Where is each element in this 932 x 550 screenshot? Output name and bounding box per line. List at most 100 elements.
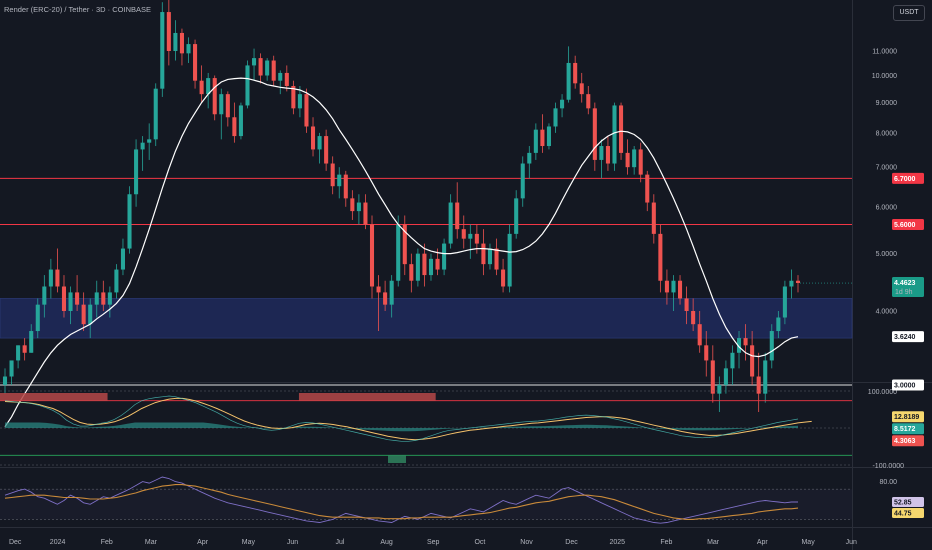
candle-body	[324, 136, 329, 164]
candle-body	[527, 152, 532, 164]
candle-body	[678, 280, 683, 299]
candle-body	[140, 142, 145, 150]
candle-body	[278, 72, 283, 81]
x-tick-label: Feb	[660, 539, 672, 546]
last-price-bg	[892, 277, 924, 298]
osc-signal-line	[4, 484, 799, 520]
x-tick-label: May	[801, 539, 815, 546]
rsi-value-tag-bg	[892, 411, 924, 423]
overbought-block	[298, 393, 436, 401]
candle-body	[383, 292, 388, 305]
rsi-fill	[5, 422, 798, 432]
candle-body	[415, 253, 420, 281]
x-tick-label: Apr	[757, 539, 769, 546]
candle-body	[396, 224, 401, 281]
candle-body	[468, 233, 473, 239]
candle-body	[442, 243, 447, 270]
moving-average	[4, 77, 799, 428]
x-tick-label: Aug	[380, 539, 393, 546]
candle-body	[193, 44, 198, 81]
x-tick-label: Jun	[846, 539, 857, 546]
candle-body	[48, 269, 53, 287]
candle-body	[566, 62, 571, 100]
candle-body	[671, 280, 676, 293]
candle-body	[219, 94, 224, 115]
candle-body	[474, 233, 479, 244]
candle-body	[428, 258, 434, 276]
osc-value-tag-bg	[892, 497, 924, 508]
candle-body	[107, 292, 112, 305]
y-tick-label: 8.0000	[876, 130, 898, 137]
candle-body	[179, 32, 184, 54]
axes: 11.0000 10.0000 9.0000 8.0000 7.0000 6.0000 5.…	[9, 49, 904, 547]
y-tick-label: 11.0000	[872, 49, 897, 56]
osc-signal-tag-bg	[892, 508, 924, 519]
x-tick-label: Nov	[520, 539, 533, 546]
candle-body	[501, 269, 506, 287]
resistance-tag-2-bg	[892, 219, 924, 231]
candle-body	[232, 117, 237, 137]
osc-value-tag: 52.85	[894, 500, 912, 507]
ma-value-tag-bg	[892, 331, 924, 343]
candle-body	[409, 264, 414, 281]
candle-body	[114, 269, 119, 293]
candle-body	[514, 198, 519, 234]
candle-body	[310, 126, 316, 150]
candle-body	[199, 80, 204, 95]
candle-body	[619, 105, 624, 153]
candle-body	[22, 345, 27, 353]
candle-body	[586, 94, 591, 109]
candle-body	[769, 331, 774, 361]
candle-body	[782, 286, 787, 318]
x-tick-label: Apr	[197, 539, 209, 546]
x-tick-label: Mar	[145, 539, 158, 546]
x-tick-label: Dec	[9, 539, 22, 546]
candle-body	[612, 105, 617, 164]
zones	[0, 177, 853, 386]
candle-body	[750, 345, 755, 377]
candle-body	[42, 286, 47, 305]
candle-body	[238, 105, 243, 137]
candle-body	[553, 108, 558, 127]
x-tick-label: Jun	[287, 539, 298, 546]
candle-body	[258, 58, 263, 76]
rsi-panel	[0, 390, 852, 466]
candle-body	[743, 338, 748, 346]
candle-body	[520, 163, 525, 199]
candle-body	[540, 129, 545, 147]
y-tick-label: 10.0000	[872, 73, 897, 80]
candle-body	[186, 44, 191, 54]
rsi-signal-tag: 4.3063	[894, 438, 916, 445]
chart-title: Render (ERC-20) / Tether · 3D · COINBASE	[4, 5, 151, 14]
support-tag-bg	[892, 379, 924, 391]
candle-body	[363, 202, 368, 225]
candle-body	[402, 224, 407, 265]
resistance-tag-1: 6.7000	[894, 176, 916, 183]
candle-body	[212, 78, 217, 115]
candle-body	[736, 338, 742, 353]
candle-body	[369, 224, 375, 287]
rsi-value-tag: 12.8189	[894, 414, 919, 421]
candle-body	[147, 139, 152, 143]
candle-body	[789, 280, 794, 287]
currency-button[interactable]: USDT	[893, 5, 925, 21]
candle-body	[684, 298, 689, 311]
x-tick-label: Feb	[101, 539, 113, 546]
candle-body	[632, 149, 637, 168]
candle-body	[494, 248, 499, 270]
candle-body	[101, 292, 106, 305]
candle-body	[461, 229, 466, 239]
candlestick-series	[2, 0, 801, 413]
osc-band	[0, 489, 852, 520]
candle-body	[435, 258, 440, 270]
candle-body	[599, 146, 604, 160]
candle-body	[645, 174, 650, 203]
candle-body	[55, 269, 60, 287]
candle-body	[560, 99, 565, 109]
candle-body	[638, 149, 643, 175]
osc-tick-label: 80.00	[879, 479, 897, 486]
y-tick-label: 5.0000	[876, 251, 898, 258]
resistance-tag-2: 5.6000	[894, 222, 916, 229]
candle-body	[723, 368, 728, 385]
